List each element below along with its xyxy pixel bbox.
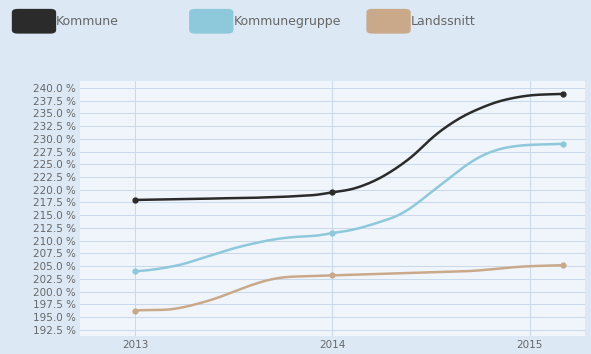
Text: Kommunegruppe: Kommunegruppe xyxy=(233,15,341,28)
Text: Kommune: Kommune xyxy=(56,15,119,28)
Text: Landssnitt: Landssnitt xyxy=(411,15,476,28)
